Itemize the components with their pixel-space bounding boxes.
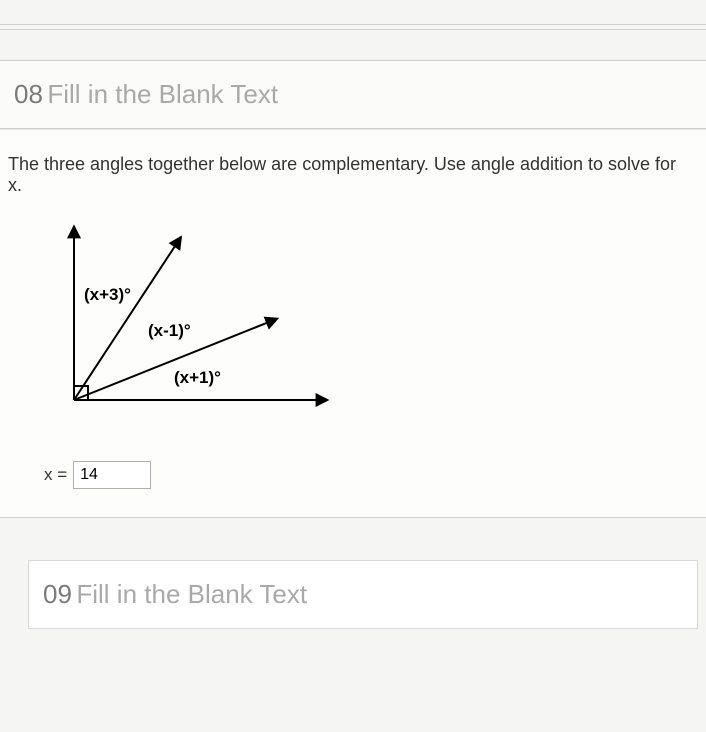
top-divider xyxy=(0,24,706,30)
question-number: 09 xyxy=(43,579,72,609)
angle-diagram: (x+3)° (x-1)° (x+1)° xyxy=(44,220,354,430)
angle-diagram-container: (x+3)° (x-1)° (x+1)° xyxy=(6,220,694,435)
angle-label: (x+1)° xyxy=(174,368,221,387)
question-prompt: The three angles together below are comp… xyxy=(6,154,694,196)
question-09-header[interactable]: 09 Fill in the Blank Text xyxy=(28,560,698,629)
angle-label: (x-1)° xyxy=(148,321,191,340)
question-08-header: 08 Fill in the Blank Text xyxy=(0,60,706,129)
question-08-body: The three angles together below are comp… xyxy=(0,130,706,518)
answer-input[interactable] xyxy=(73,461,151,489)
answer-row: x = xyxy=(6,461,694,489)
question-number: 08 xyxy=(14,79,43,109)
answer-label: x = xyxy=(44,465,67,485)
question-type-title: Fill in the Blank Text xyxy=(76,579,307,609)
angle-label: (x+3)° xyxy=(84,285,131,304)
ray xyxy=(74,240,179,400)
question-type-title: Fill in the Blank Text xyxy=(47,79,278,109)
